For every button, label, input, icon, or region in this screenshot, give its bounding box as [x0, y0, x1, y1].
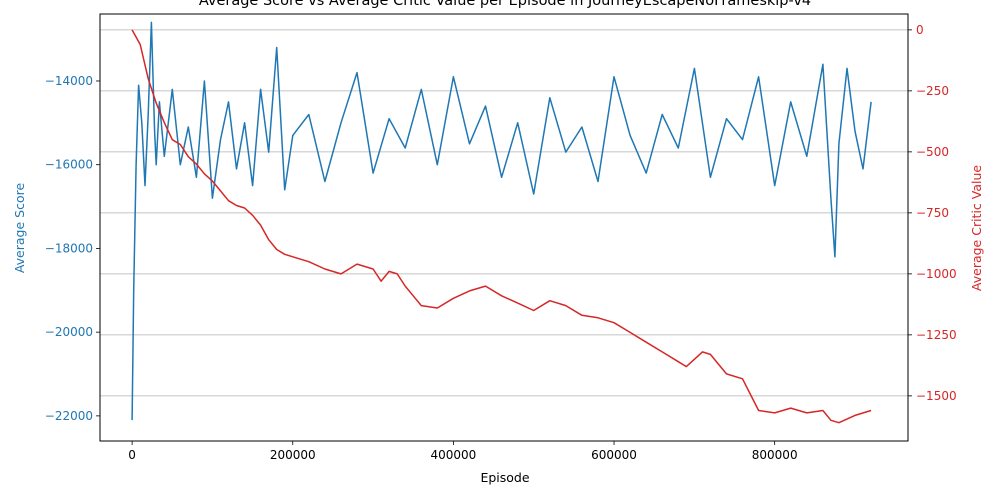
x-tick-label: 800000 — [752, 448, 798, 462]
x-tick-label: 600000 — [591, 448, 637, 462]
x-tick-label: 200000 — [270, 448, 316, 462]
series-layer — [131, 21, 872, 424]
x-tick-label: 0 — [128, 448, 136, 462]
right-y-axis-label: Average Critic Value — [969, 165, 984, 291]
left-y-axis: −22000 −20000 −18000 −16000 −14000 — [45, 74, 100, 423]
left-y-tick-label: −22000 — [45, 409, 93, 423]
right-y-tick-label: −250 — [916, 84, 949, 98]
right-y-tick-label: −500 — [916, 145, 949, 159]
x-axis: 0 200000 400000 600000 800000 — [128, 441, 798, 462]
series-line-score — [131, 21, 872, 421]
left-y-tick-label: −14000 — [45, 74, 93, 88]
right-y-tick-label: −1000 — [916, 267, 957, 281]
x-tick-label: 400000 — [430, 448, 476, 462]
x-axis-label: Episode — [480, 470, 529, 485]
series-line-critic-value — [131, 29, 872, 424]
left-y-tick-label: −16000 — [45, 158, 93, 172]
right-y-axis: −1500 −1250 −1000 −750 −500 −250 0 — [908, 23, 957, 403]
grid-lines — [100, 29, 908, 397]
right-y-tick-label: −1250 — [916, 328, 957, 342]
right-y-tick-label: −750 — [916, 206, 949, 220]
right-y-tick-label: −1500 — [916, 389, 957, 403]
chart-title: Average Score vs Average Critic Value pe… — [199, 0, 811, 9]
right-y-tick-label: 0 — [916, 23, 924, 37]
plot-area-frame — [99, 13, 909, 442]
left-y-tick-label: −20000 — [45, 325, 93, 339]
left-y-axis-label: Average Score — [12, 183, 27, 274]
left-y-tick-label: −18000 — [45, 241, 93, 255]
